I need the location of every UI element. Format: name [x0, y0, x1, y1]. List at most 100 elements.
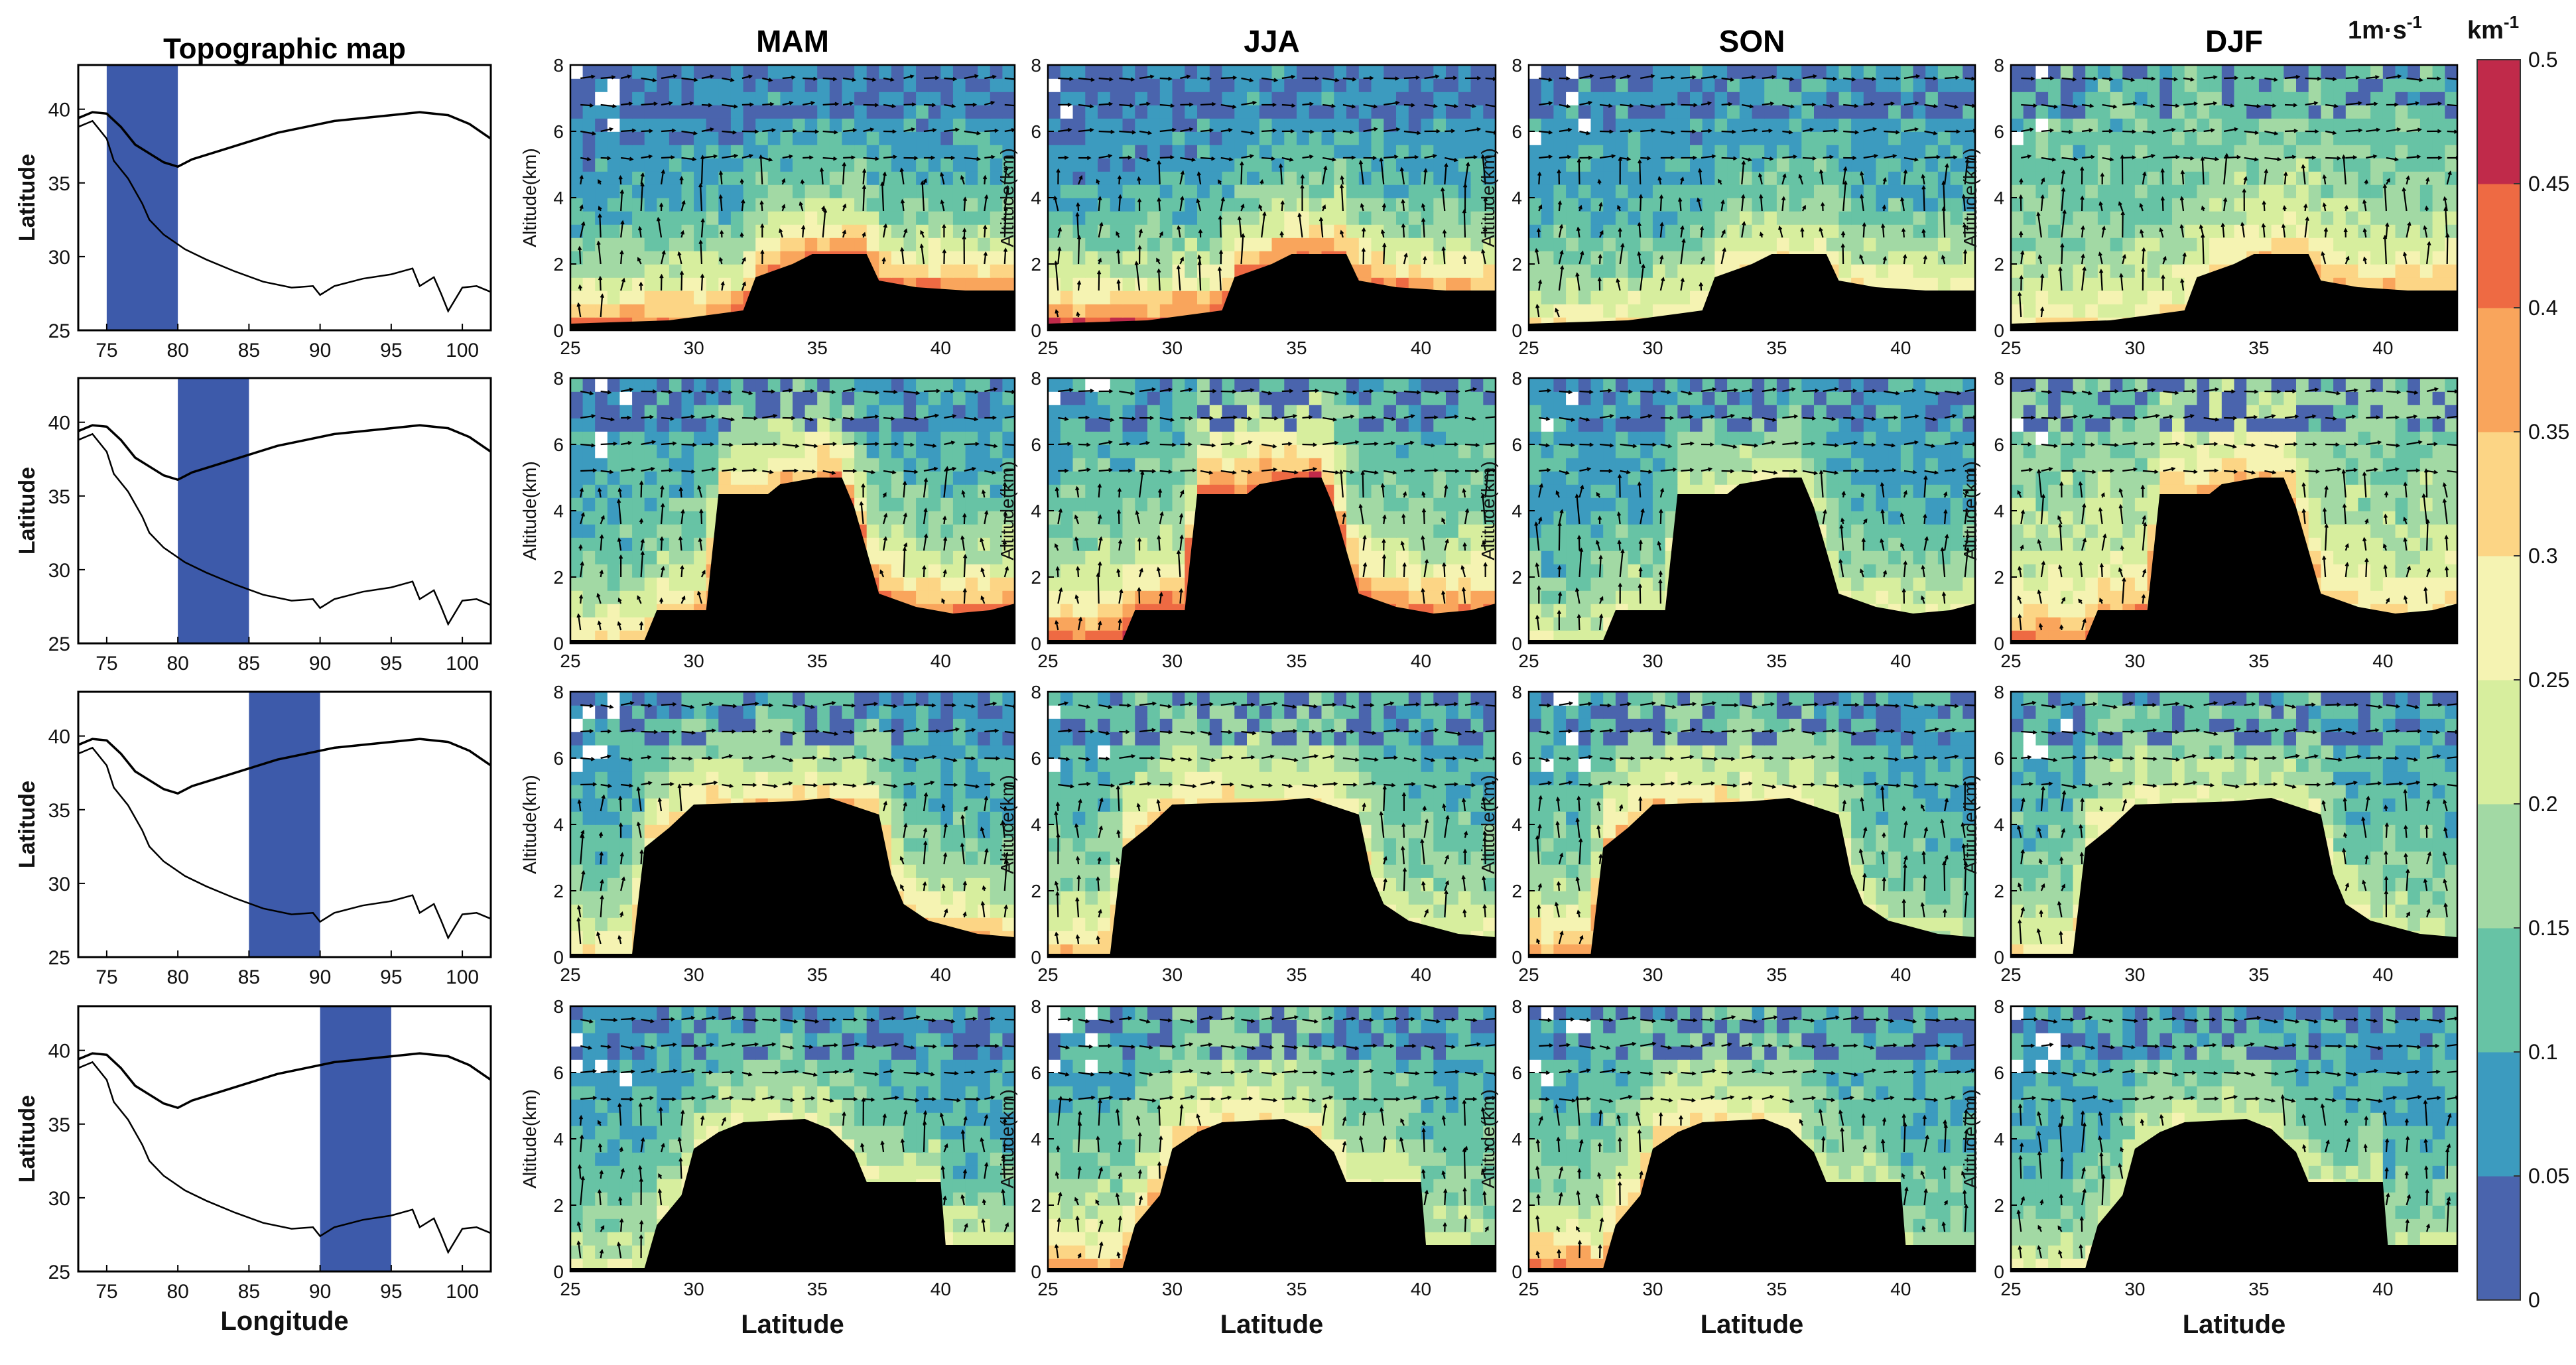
extinction-cell	[730, 131, 744, 145]
extinction-cell	[1458, 277, 1472, 291]
extinction-cell	[657, 511, 670, 525]
wind-vector-head	[1567, 155, 1572, 159]
extinction-cell	[706, 497, 720, 511]
extinction-cell	[1590, 224, 1604, 238]
extinction-cell	[1222, 131, 1236, 145]
extinction-cell	[1950, 251, 1964, 265]
extinction-cell	[2209, 145, 2222, 159]
extinction-cell	[940, 237, 954, 251]
extinction-cell	[743, 78, 756, 92]
extinction-cell	[2321, 92, 2334, 105]
wind-vector-head	[799, 201, 803, 206]
extinction-cell	[1421, 277, 1435, 291]
extinction-cell	[2197, 118, 2210, 132]
wind-vector-head	[1340, 229, 1344, 235]
wind-vector-head	[1802, 204, 1806, 210]
extinction-cell	[1603, 198, 1616, 212]
extinction-cell	[2147, 277, 2161, 291]
extinction-cell	[1421, 237, 1435, 251]
extinction-cell	[1334, 78, 1347, 92]
wind-vector	[881, 182, 885, 212]
extinction-cell	[2308, 198, 2322, 212]
section-ytick-label: 4	[553, 188, 564, 208]
extinction-cell	[1838, 237, 1852, 251]
extinction-cell	[1446, 251, 1459, 265]
extinction-cell	[2048, 92, 2061, 105]
wind-vector	[1843, 103, 1858, 107]
wind-vector-head	[579, 204, 584, 209]
extinction-cell	[1764, 145, 1777, 159]
extinction-cell	[793, 198, 806, 212]
extinction-cell	[952, 131, 966, 145]
extinction-cell	[2159, 131, 2173, 145]
extinction-cell	[2110, 65, 2124, 79]
wind-vector-head	[1612, 74, 1616, 80]
extinction-cell	[1371, 198, 1385, 212]
wind-vector-head	[1250, 154, 1254, 159]
extinction-cell	[681, 304, 694, 318]
extinction-cell	[1284, 131, 1297, 145]
extinction-cell	[681, 211, 694, 225]
plateau-north-boundary	[78, 1052, 491, 1110]
extinction-cell	[1002, 131, 1015, 145]
extinction-cell	[2308, 158, 2322, 172]
map-panel-background	[78, 1006, 491, 1271]
extinction-cell	[1259, 78, 1273, 92]
extinction-cell	[2048, 65, 2061, 79]
wind-vector-head	[2036, 212, 2041, 217]
wind-vector	[1697, 198, 1703, 212]
wind-vector-head	[2151, 76, 2156, 81]
extinction-cell	[2419, 65, 2433, 79]
wind-vector	[1241, 155, 1254, 159]
wind-vector-head	[2073, 157, 2079, 162]
wind-vector	[1342, 77, 1356, 80]
wind-vector	[1903, 255, 1906, 265]
extinction-cell	[2122, 211, 2136, 225]
extinction-cell	[916, 564, 929, 578]
wind-vector-head	[2020, 250, 2025, 255]
wind-vector-head	[2018, 194, 2024, 199]
extinction-cell	[2234, 158, 2247, 172]
extinction-cell	[2408, 184, 2421, 198]
extinction-cell	[1060, 105, 1074, 119]
wind-vector	[901, 200, 905, 212]
extinction-cell	[1408, 78, 1422, 92]
wind-vector	[580, 157, 590, 161]
wind-vector-head	[1819, 168, 1824, 174]
extinction-cell	[2308, 118, 2322, 132]
wind-vector-head	[808, 155, 814, 160]
wind-vector	[799, 202, 804, 212]
extinction-cell	[965, 92, 978, 105]
extinction-cell	[1826, 198, 1840, 212]
extinction-cell	[1652, 304, 1666, 318]
extinction-cell	[2395, 224, 2408, 238]
extinction-cell	[2097, 78, 2111, 92]
wind-vector	[921, 244, 925, 265]
wind-vector	[1820, 170, 1824, 185]
extinction-cell	[2246, 105, 2260, 119]
extinction-cell	[2209, 105, 2222, 119]
extinction-cell	[1433, 184, 1447, 198]
extinction-cell	[706, 184, 720, 198]
extinction-cell	[965, 237, 978, 251]
extinction-cell	[1529, 158, 1542, 172]
extinction-cell	[1259, 105, 1273, 119]
extinction-cell	[1578, 304, 1592, 318]
extinction-cell	[2370, 264, 2384, 278]
wind-vector	[681, 157, 696, 161]
extinction-cell	[706, 131, 720, 145]
extinction-cell	[1271, 92, 1285, 105]
wind-vector-head	[1680, 176, 1685, 182]
wind-vector-head	[681, 200, 686, 205]
wind-vector	[2321, 252, 2327, 265]
extinction-cell	[1603, 251, 1616, 265]
extinction-cell	[990, 158, 1003, 172]
extinction-cell	[595, 577, 608, 591]
extinction-cell	[2419, 145, 2433, 159]
wind-vector-head	[1177, 225, 1181, 230]
extinction-cell	[1284, 171, 1297, 185]
extinction-cell	[681, 277, 694, 291]
wind-vector-head	[1382, 203, 1387, 208]
wind-vector-head	[679, 270, 684, 275]
